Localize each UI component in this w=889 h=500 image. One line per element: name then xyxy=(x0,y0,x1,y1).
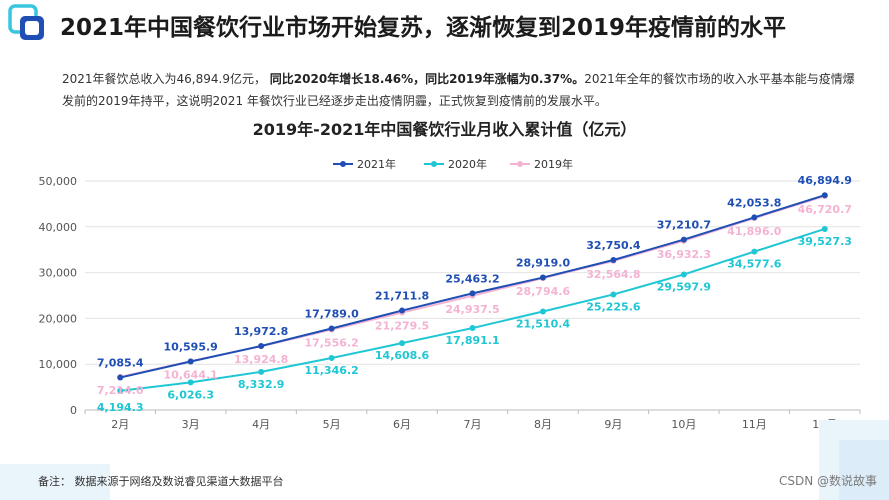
x-tick-label: 9月 xyxy=(604,418,622,431)
x-tick-label: 6月 xyxy=(393,418,411,431)
data-point xyxy=(751,214,758,221)
data-label: 13,972.8 xyxy=(234,325,288,338)
summary-text-1: 2021年餐饮总收入为46,894.9亿元， xyxy=(62,72,270,86)
data-label: 32,564.8 xyxy=(586,268,640,281)
data-label: 25,225.6 xyxy=(586,300,641,313)
y-tick-label: 20,000 xyxy=(39,312,78,325)
x-tick-label: 2月 xyxy=(111,418,129,431)
data-point xyxy=(258,368,265,375)
chart-title: 2019年-2021年中国餐饮行业月收入累计值（亿元） xyxy=(252,120,637,139)
y-tick-label: 30,000 xyxy=(39,267,78,280)
data-point xyxy=(821,225,828,232)
data-label: 39,527.3 xyxy=(798,235,852,248)
data-point xyxy=(469,290,476,297)
data-label: 14,608.6 xyxy=(375,349,430,362)
data-label: 28,794.6 xyxy=(516,285,571,298)
series-line xyxy=(120,195,826,378)
summary-paragraph: 2021年餐饮总收入为46,894.9亿元， 同比2020年增长18.46%，同… xyxy=(62,68,862,112)
x-tick-label: 8月 xyxy=(534,418,552,431)
data-label: 10,595.9 xyxy=(164,340,218,353)
legend-swatch-marker xyxy=(431,161,437,167)
data-point xyxy=(821,192,828,199)
summary-text-2: 2021年全年的餐饮市场的收入水平基本能与疫情爆发前的2019年持平，这说明20… xyxy=(62,72,855,108)
data-point xyxy=(399,307,406,314)
data-label: 34,577.6 xyxy=(727,258,782,271)
data-point xyxy=(258,343,265,350)
data-point xyxy=(469,325,476,332)
data-point xyxy=(539,274,546,281)
data-label: 36,932.3 xyxy=(657,248,711,261)
decorative-corner-left xyxy=(0,464,110,500)
data-point xyxy=(751,248,758,255)
x-tick-label: 3月 xyxy=(182,418,200,431)
data-label: 46,894.9 xyxy=(798,174,852,187)
data-label: 28,919.0 xyxy=(516,257,571,270)
decorative-corner-right xyxy=(819,420,889,500)
data-label: 46,720.7 xyxy=(798,203,852,216)
data-label: 7,085.4 xyxy=(97,357,144,370)
x-tick-label: 11月 xyxy=(742,418,767,431)
data-point xyxy=(680,236,687,243)
data-label: 13,924.8 xyxy=(234,353,288,366)
data-point xyxy=(328,355,335,362)
data-label: 11,346.2 xyxy=(304,364,358,377)
summary-highlight: 同比2020年增长18.46%，同比2019年涨幅为0.37%。 xyxy=(269,72,585,86)
data-label: 17,789.0 xyxy=(304,308,359,321)
y-tick-label: 50,000 xyxy=(39,175,78,188)
data-point xyxy=(610,291,617,298)
data-label: 42,053.8 xyxy=(727,196,781,209)
data-point xyxy=(187,358,194,365)
data-point xyxy=(328,325,335,332)
series-line xyxy=(120,194,826,379)
data-label: 21,279.5 xyxy=(375,320,429,333)
data-label: 21,711.8 xyxy=(375,290,429,303)
data-point xyxy=(610,257,617,264)
data-point xyxy=(187,379,194,386)
data-point xyxy=(117,387,124,394)
x-tick-label: 5月 xyxy=(323,418,341,431)
data-point xyxy=(539,308,546,315)
data-label: 21,510.4 xyxy=(516,317,571,330)
legend-label: 2021年 xyxy=(357,157,396,171)
data-label: 37,210.7 xyxy=(657,219,711,232)
data-label: 29,597.9 xyxy=(657,280,711,293)
footnote: 备注： 数据来源于网络及数说睿见渠道大数据平台 xyxy=(38,475,284,488)
logo-icon xyxy=(8,4,44,40)
legend-swatch-marker xyxy=(340,161,346,167)
data-point xyxy=(117,374,124,381)
y-tick-label: 0 xyxy=(70,404,77,417)
data-point xyxy=(680,271,687,278)
x-tick-label: 10月 xyxy=(671,418,696,431)
data-label: 4,194.3 xyxy=(97,401,144,414)
legend-label: 2020年 xyxy=(448,157,487,171)
data-label: 24,937.5 xyxy=(445,303,499,316)
data-label: 41,896.0 xyxy=(727,225,782,238)
data-label: 17,891.1 xyxy=(445,334,499,347)
page-title: 2021年中国餐饮行业市场开始复苏，逐渐恢复到2019年疫情前的水平 xyxy=(60,15,787,41)
legend-swatch-marker xyxy=(517,161,523,167)
data-label: 10,644.1 xyxy=(164,368,218,381)
watermark: CSDN @数说故事 xyxy=(778,474,877,488)
data-label: 32,750.4 xyxy=(586,239,641,252)
line-chart: 0 10,000 20,000 30,000 40,000 50,000 2月 3月 4月 5月 6… xyxy=(39,157,861,431)
data-label: 8,332.9 xyxy=(238,378,285,391)
data-label: 25,463.2 xyxy=(445,272,499,285)
legend-label: 2019年 xyxy=(534,157,573,171)
data-label: 6,026.3 xyxy=(167,388,214,401)
x-tick-label: 7月 xyxy=(464,418,482,431)
x-tick-label: 4月 xyxy=(252,418,270,431)
y-tick-label: 40,000 xyxy=(39,221,78,234)
y-tick-label: 10,000 xyxy=(39,358,78,371)
data-point xyxy=(399,340,406,347)
data-label: 17,556.2 xyxy=(304,337,358,350)
data-label: 7,214.0 xyxy=(97,384,144,397)
